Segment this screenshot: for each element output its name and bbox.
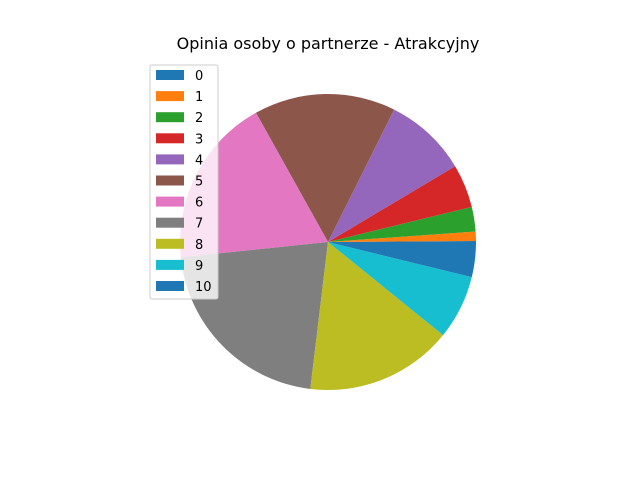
- legend-label-2: 2: [195, 111, 203, 126]
- legend-label-10: 10: [195, 280, 212, 295]
- legend-label-6: 6: [195, 196, 203, 211]
- legend-label-7: 7: [195, 217, 203, 232]
- legend-swatch-2: [156, 112, 184, 123]
- legend: 0 1 2 3 4 5 6 7 8 9 10: [149, 64, 219, 300]
- legend-swatch-6: [156, 196, 184, 207]
- legend-label-0: 0: [195, 69, 203, 84]
- legend-swatch-4: [156, 154, 184, 165]
- legend-label-4: 4: [195, 153, 203, 168]
- pie-slice-3: [328, 166, 472, 242]
- legend-swatch-0: [156, 70, 184, 80]
- legend-label-5: 5: [195, 175, 203, 190]
- legend-label-1: 1: [195, 90, 203, 105]
- legend-label-8: 8: [195, 238, 203, 253]
- legend-swatch-10: [156, 281, 184, 291]
- pie-slice-0: [328, 241, 476, 242]
- legend-swatch-7: [156, 217, 184, 228]
- pie-slices: [179, 94, 476, 390]
- pie-slice-8: [310, 242, 444, 390]
- pie-slice-9: [328, 242, 472, 336]
- legend-label-9: 9: [195, 259, 203, 274]
- legend-label-3: 3: [195, 132, 203, 147]
- pie-slice-5: [255, 94, 395, 243]
- legend-swatch-9: [156, 259, 184, 270]
- chart-title: Opinia osoby o partnerze - Atrakcyjny: [177, 34, 480, 53]
- legend-swatch-1: [156, 91, 184, 102]
- legend-swatch-3: [156, 133, 184, 144]
- pie-slice-4: [328, 109, 456, 242]
- legend-swatch-5: [156, 175, 184, 186]
- legend-items: 0 1 2 3 4 5 6 7 8 9 10: [156, 69, 212, 295]
- pie-slice-1: [328, 231, 476, 242]
- legend-swatch-8: [156, 238, 184, 249]
- pie-slice-10: [328, 242, 476, 278]
- pie-slice-2: [328, 206, 476, 242]
